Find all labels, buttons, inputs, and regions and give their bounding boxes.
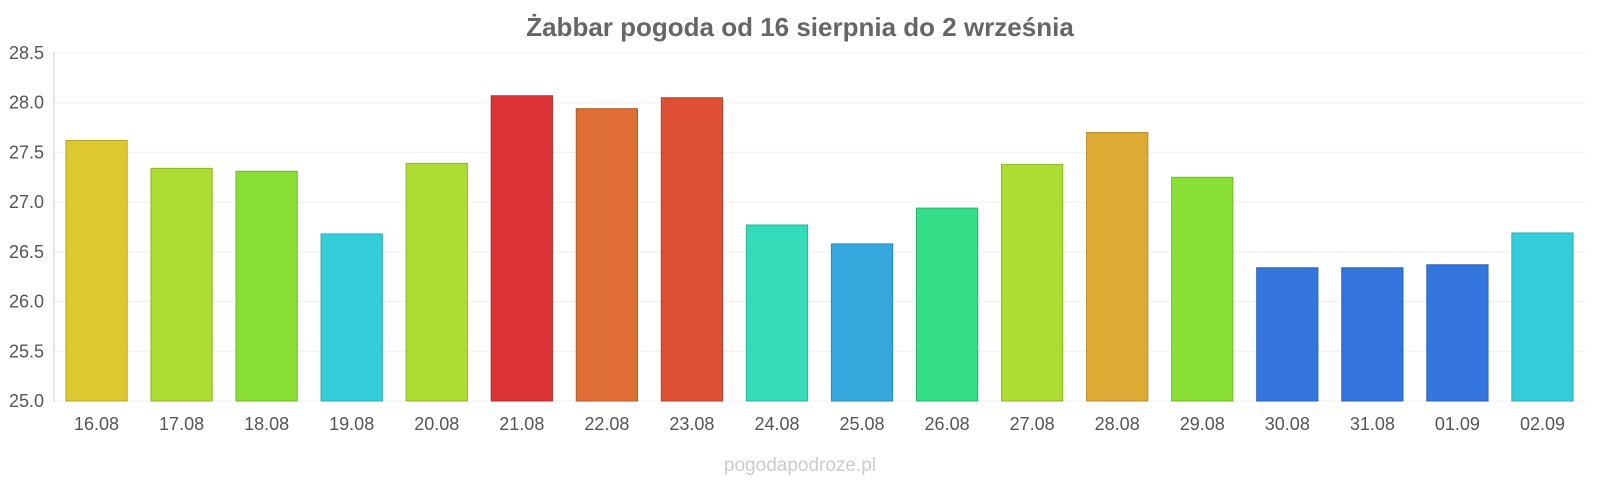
bar-25.08 — [830, 243, 894, 402]
bar-20.08 — [405, 162, 468, 402]
bar-30.08 — [1256, 267, 1319, 402]
y-tick-label: 25.0 — [9, 391, 44, 411]
x-tick-label: 01.09 — [1435, 414, 1480, 434]
x-tick-label: 26.08 — [925, 414, 970, 434]
x-tick-label: 21.08 — [499, 414, 544, 434]
x-tick-label: 20.08 — [414, 414, 459, 434]
chart-title: Żabbar pogoda od 16 sierpnia do 2 wrześn… — [526, 12, 1074, 42]
x-tick-label: 27.08 — [1010, 414, 1055, 434]
watermark: pogodapodroze.pl — [724, 455, 876, 476]
bars — [65, 95, 1574, 402]
bar-29.08 — [1171, 176, 1234, 402]
x-tick-label: 16.08 — [74, 414, 119, 434]
bar-19.08 — [320, 233, 383, 402]
y-tick-label: 27.5 — [9, 142, 44, 162]
gridlines — [54, 52, 1585, 402]
bar-28.08 — [1086, 132, 1149, 402]
x-tick-label: 25.08 — [840, 414, 885, 434]
bar-02.09 — [1511, 232, 1574, 402]
x-tick-label: 18.08 — [244, 414, 289, 434]
x-tick-label: 31.08 — [1350, 414, 1395, 434]
x-tick-label: 29.08 — [1180, 414, 1225, 434]
bar-17.08 — [150, 167, 213, 402]
y-tick-label: 27.0 — [9, 192, 44, 212]
bar-01.09 — [1426, 264, 1489, 402]
bar-31.08 — [1341, 267, 1404, 402]
x-tick-label: 17.08 — [159, 414, 204, 434]
x-tick-label: 24.08 — [754, 414, 799, 434]
bar-22.08 — [575, 108, 638, 402]
x-axis-ticks: 16.08 17.08 18.08 19.08 20.08 21.08 22.08 23.08… — [74, 414, 1565, 434]
y-axis-ticks: 25.0 25.5 26.0 26.5 27.0 27.5 28.0 28.5 — [9, 43, 44, 411]
bar-16.08 — [65, 139, 128, 402]
x-tick-label: 22.08 — [584, 414, 629, 434]
x-tick-label: 23.08 — [669, 414, 714, 434]
bar-18.08 — [235, 170, 298, 402]
bar-21.08 — [490, 95, 553, 402]
bar-23.08 — [660, 97, 724, 402]
bar-27.08 — [1001, 163, 1064, 402]
bar-26.08 — [915, 207, 979, 402]
bar-24.08 — [745, 224, 809, 402]
x-tick-label: 30.08 — [1265, 414, 1310, 434]
x-tick-label: 28.08 — [1095, 414, 1140, 434]
y-tick-label: 28.5 — [9, 43, 44, 63]
y-tick-label: 25.5 — [9, 341, 44, 361]
y-tick-label: 26.5 — [9, 242, 44, 262]
x-tick-label: 02.09 — [1520, 414, 1565, 434]
y-tick-label: 26.0 — [9, 292, 44, 312]
x-tick-label: 19.08 — [329, 414, 374, 434]
y-tick-label: 28.0 — [9, 93, 44, 113]
